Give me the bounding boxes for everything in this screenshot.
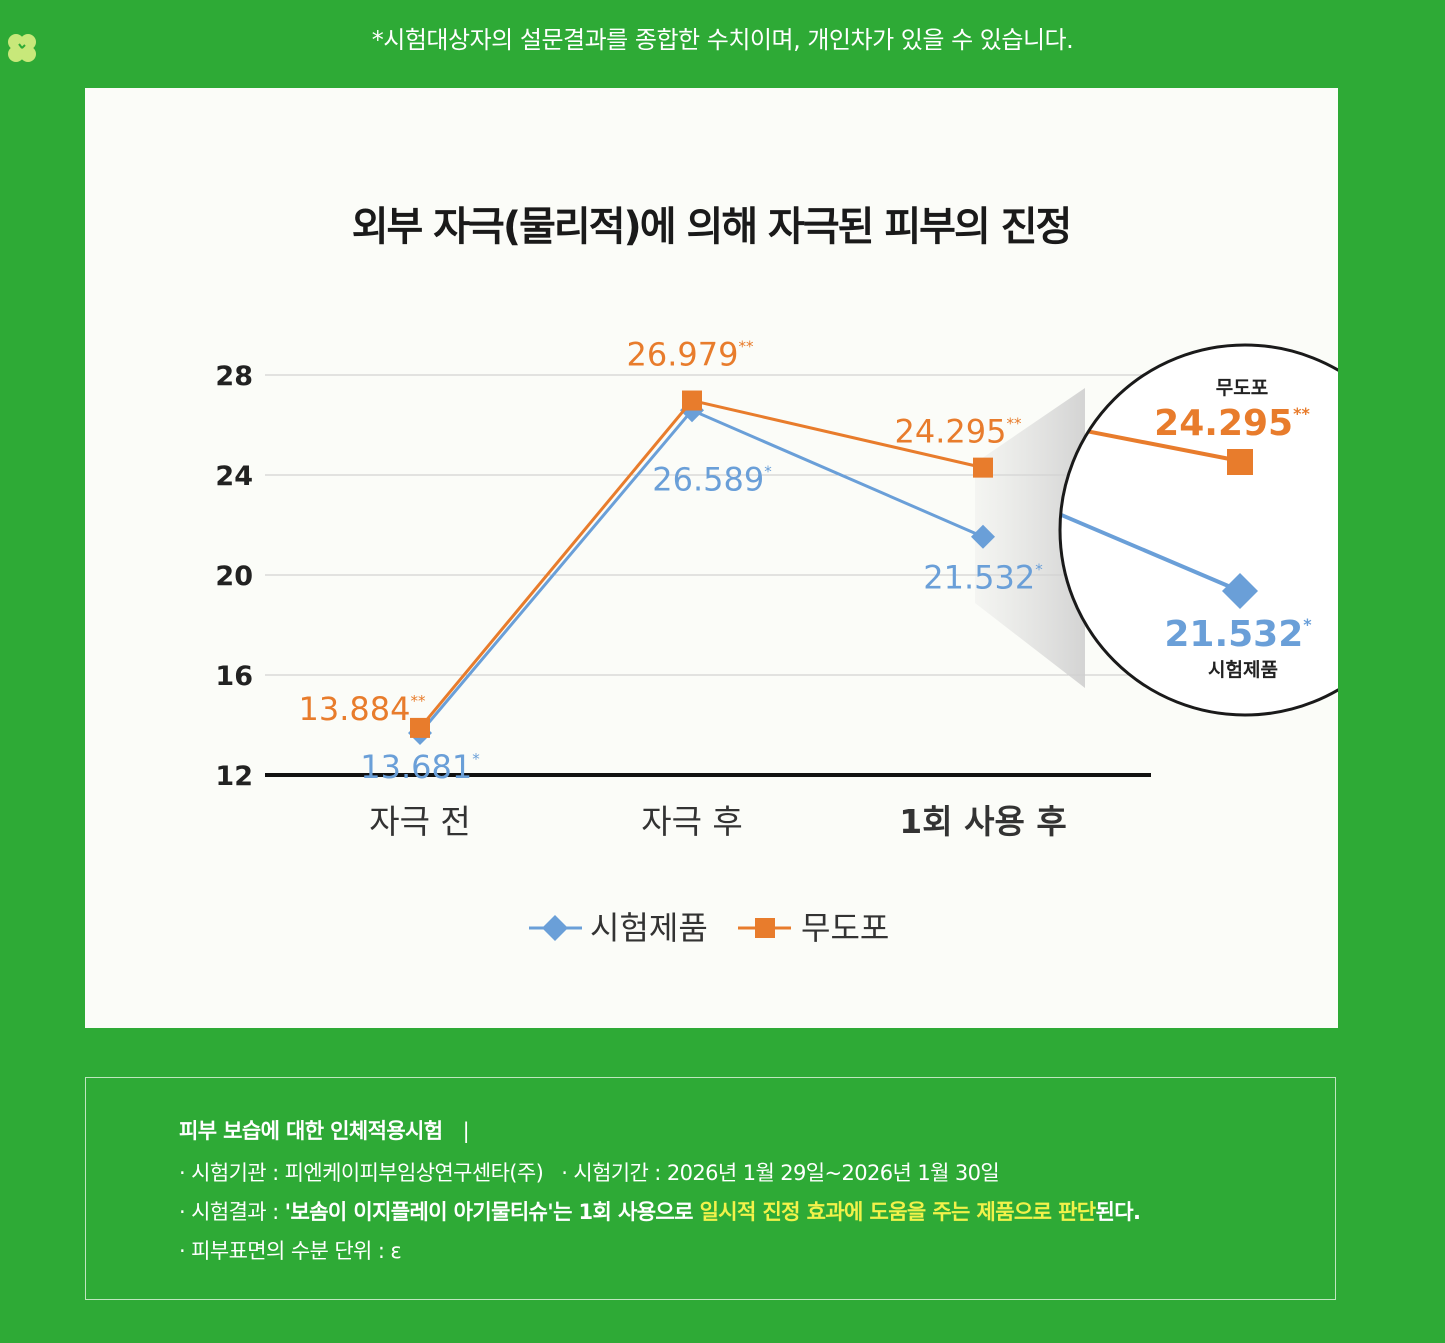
legend-product-marker (542, 915, 568, 941)
zoom-control-name: 무도포 (1216, 377, 1268, 399)
x-tick-label: 자극 후 (641, 802, 743, 841)
product-data-label: 26.589* (652, 460, 772, 498)
product-point (971, 524, 995, 549)
zoom-control-value: 24.295** (1154, 403, 1310, 444)
legend-product-label: 시험제품 (590, 909, 708, 947)
x-tick-label: 1회 사용 후 (899, 802, 1066, 841)
zoom-control-point (1227, 449, 1253, 475)
y-tick-label: 28 (215, 361, 253, 392)
info-institution-period: · 시험기관 : 피엔케이피부임상연구센타(주) · 시험기간 : 2026년 1… (179, 1161, 1000, 1185)
x-tick-label: 자극 전 (369, 802, 471, 841)
chart-title: 외부 자극(물리적)에 의해 자극된 피부의 진정 (352, 204, 1071, 250)
y-tick-label: 24 (215, 461, 253, 492)
zoom-circle-border (1058, 343, 1338, 717)
y-tick-label: 16 (215, 661, 253, 692)
line-chart: 외부 자극(물리적)에 의해 자극된 피부의 진정 12 16 20 24 28 13.… (215, 204, 1338, 947)
disclaimer-note: *시험대상자의 설문결과를 종합한 수치이며, 개인차가 있을 수 있습니다. (371, 26, 1074, 54)
clover-icon (8, 34, 36, 62)
control-point (973, 457, 993, 478)
zoom-product-line (1060, 506, 1241, 593)
info-unit: · 피부표면의 수분 단위 : ε (179, 1239, 402, 1263)
info-result: · 시험결과 : '보솜이 이지플레이 아기물티슈'는 1회 사용으로 일시적 … (179, 1200, 1141, 1224)
zoom-connector (975, 388, 1085, 688)
test-info-box: 피부 보습에 대한 인체적용시험 | · 시험기관 : 피엔케이피부임상연구센타… (85, 1077, 1336, 1300)
product-data-label: 21.532* (923, 559, 1043, 597)
legend-control-marker (755, 918, 775, 938)
y-tick-label: 20 (215, 561, 253, 592)
control-data-label: 13.884** (299, 690, 426, 728)
info-heading: 피부 보습에 대한 인체적용시험 | (179, 1119, 470, 1143)
control-point (682, 390, 702, 411)
chart-card: 외부 자극(물리적)에 의해 자극된 피부의 진정 12 16 20 24 28 13.… (85, 88, 1338, 1028)
control-data-label: 26.979** (627, 336, 754, 374)
legend-control-label: 무도포 (801, 909, 889, 947)
product-data-label: 13.681* (360, 748, 480, 786)
product-line (418, 408, 984, 734)
y-tick-label: 12 (215, 761, 253, 792)
zoom-product-name: 시험제품 (1208, 659, 1278, 681)
control-data-label: 24.295** (895, 413, 1022, 451)
zoom-product-value: 21.532* (1164, 614, 1312, 655)
control-point (410, 717, 430, 738)
zoom-product-point (1222, 573, 1258, 609)
